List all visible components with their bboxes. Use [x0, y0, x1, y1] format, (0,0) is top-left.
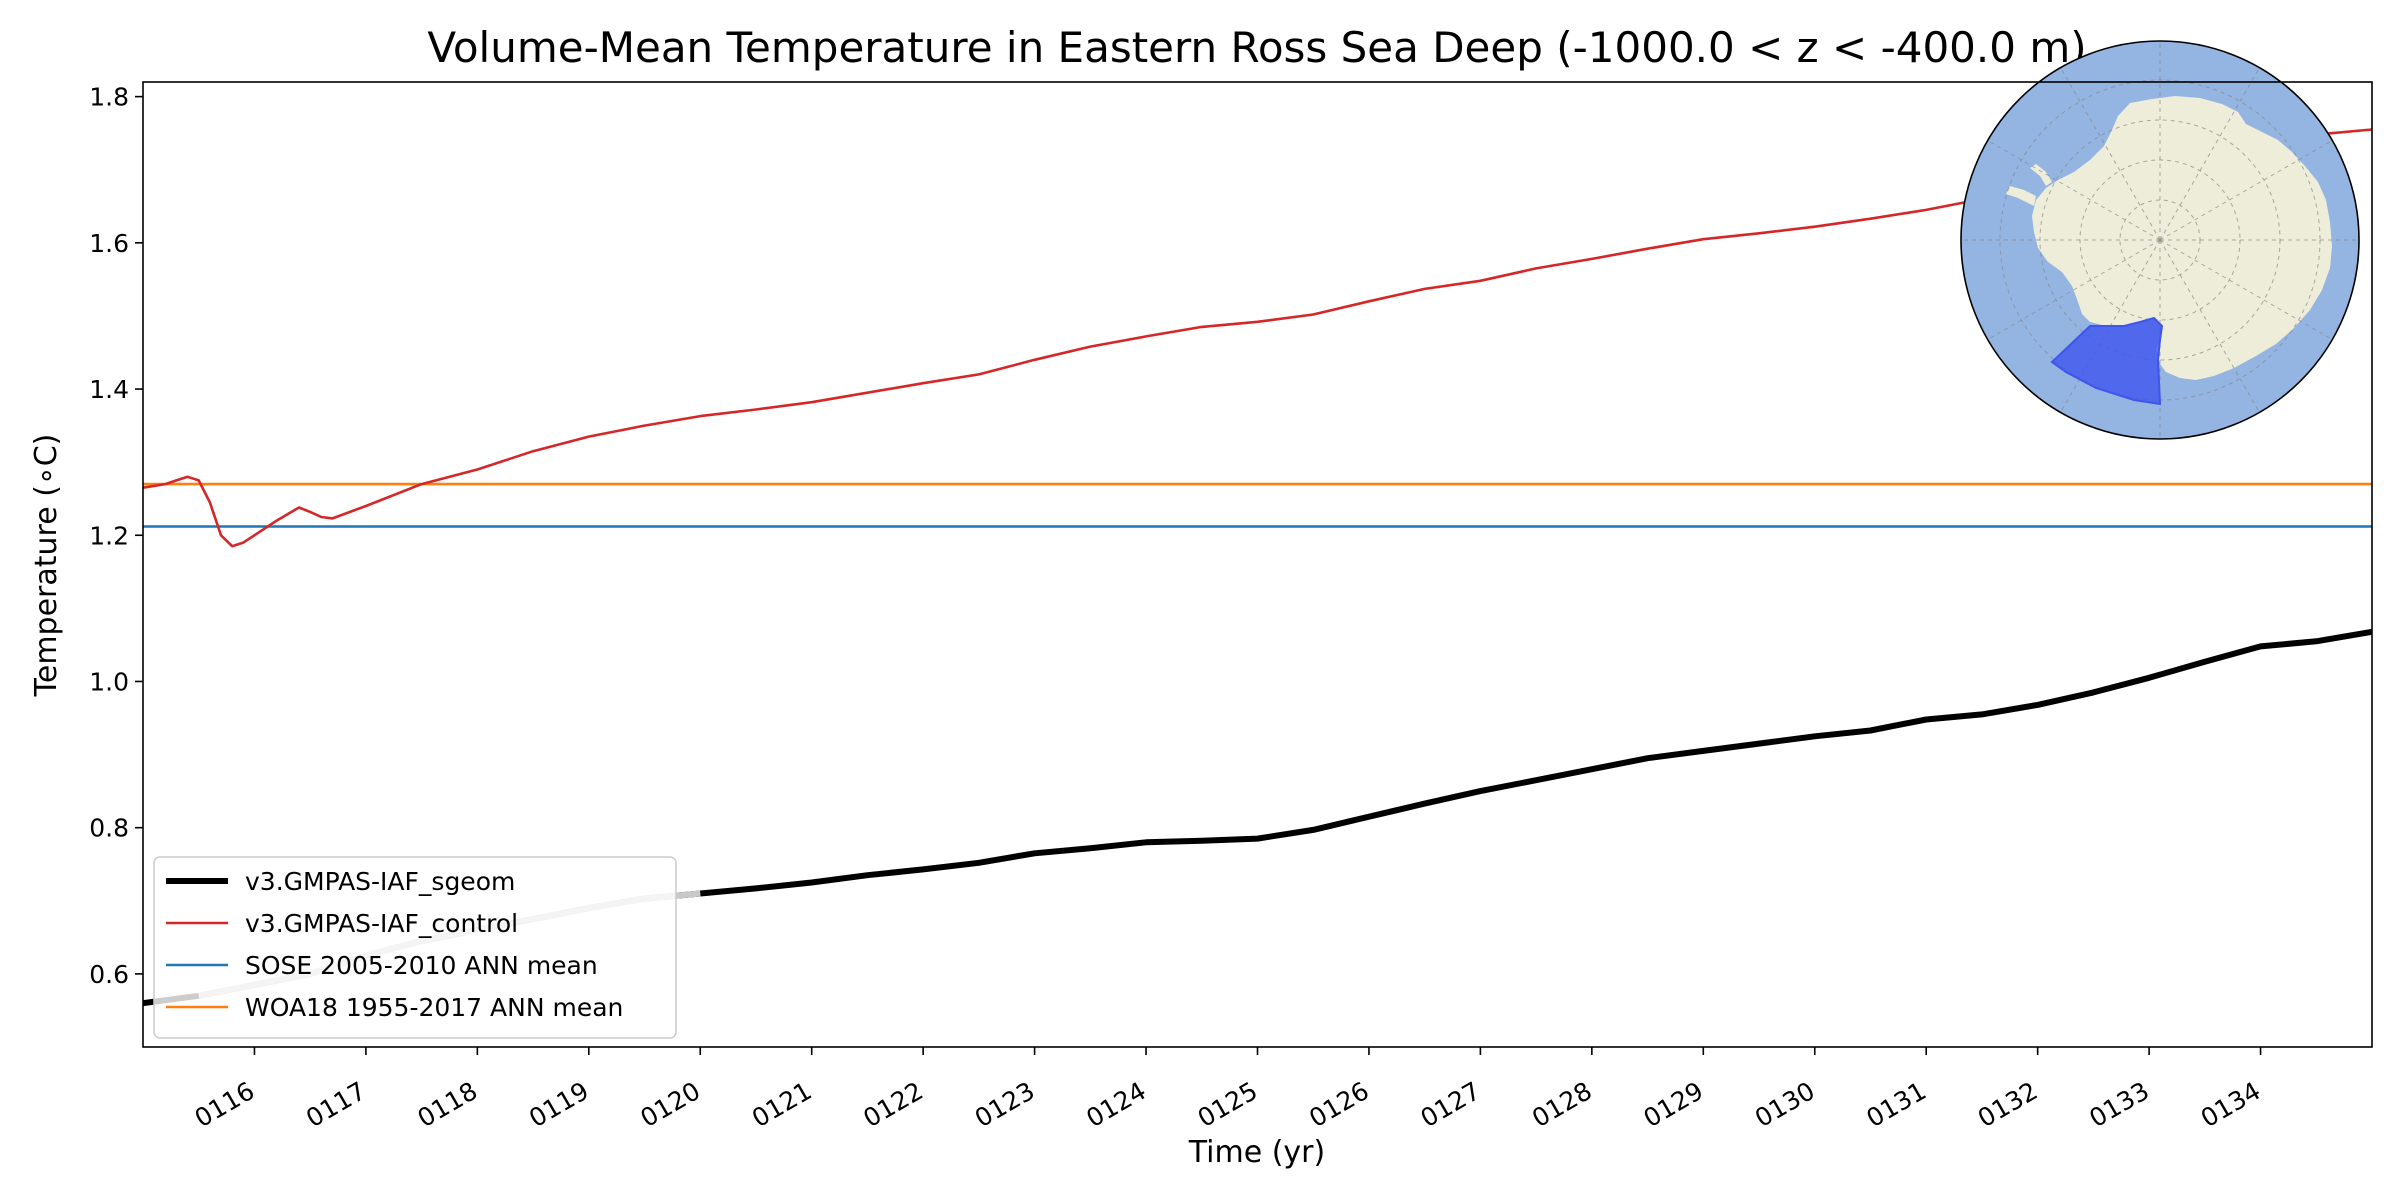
x-tick-label: 0121: [747, 1076, 817, 1133]
legend-entry-sose-2005-2010-ann-mean: SOSE 2005-2010 ANN mean: [166, 951, 598, 980]
x-tick-label: 0119: [524, 1076, 594, 1133]
x-tick-label: 0126: [1304, 1076, 1374, 1133]
legend-label: SOSE 2005-2010 ANN mean: [245, 951, 598, 980]
legend-label: v3.GMPAS-IAF_control: [245, 909, 518, 938]
y-tick-label: 1.2: [89, 521, 129, 550]
x-tick-label: 0130: [1750, 1076, 1820, 1133]
x-tick-label: 0116: [190, 1076, 260, 1133]
antarctica-landmass: [2032, 96, 2332, 380]
y-axis-label: Temperature (∘C): [29, 434, 64, 698]
map-graticule: [1961, 41, 2359, 439]
x-tick-label: 0128: [1527, 1076, 1597, 1133]
y-tick-label: 0.6: [89, 960, 129, 989]
x-tick-label: 0122: [858, 1076, 928, 1133]
x-axis-label: Time (yr): [1188, 1135, 1325, 1170]
legend-box: [153, 856, 677, 1039]
x-tick-label: 0124: [1081, 1076, 1151, 1133]
legend-entry-v3-gmpas-iaf-control: v3.GMPAS-IAF_control: [166, 909, 518, 938]
legend-label: WOA18 1955-2017 ANN mean: [245, 993, 623, 1022]
y-axis-ticks: 0.6 0.8 1.0 1.2 1.4 1.6 1.8: [89, 83, 143, 989]
x-tick-label: 0129: [1639, 1076, 1709, 1133]
y-tick-label: 1.0: [89, 667, 129, 696]
legend-entry-v3-gmpas-iaf-sgeom: v3.GMPAS-IAF_sgeom: [166, 867, 515, 896]
antarctic-peninsula: [2006, 164, 2052, 206]
x-tick-label: 0120: [636, 1076, 706, 1133]
y-tick-label: 1.6: [89, 229, 129, 258]
x-tick-label: 0117: [301, 1076, 371, 1133]
x-tick-label: 0125: [1193, 1076, 1263, 1133]
legend-entry-woa18-1955-2017-ann-mean: WOA18 1955-2017 ANN mean: [166, 993, 623, 1022]
chart-title: Volume-Mean Temperature in Eastern Ross …: [427, 23, 2086, 72]
y-tick-label: 1.8: [89, 83, 129, 112]
eastern-ross-sea-region: [2050, 316, 2164, 406]
x-tick-label: 0123: [970, 1076, 1040, 1133]
x-tick-label: 0132: [1973, 1076, 2043, 1133]
legend: v3.GMPAS-IAF_sgeom v3.GMPAS-IAF_control SO…: [153, 856, 677, 1039]
x-axis-ticks: 0116 0117 0118 0119 0120 0121 0122 0123 0124 0125…: [190, 1047, 2266, 1133]
series-line-v3-gmpas-iaf-control: [143, 128, 2372, 548]
x-tick-label: 0131: [1861, 1076, 1931, 1133]
x-tick-label: 0133: [2084, 1076, 2154, 1133]
map-border: [1960, 40, 2360, 440]
legend-label: v3.GMPAS-IAF_sgeom: [245, 867, 515, 896]
y-tick-label: 1.4: [89, 375, 129, 404]
x-tick-label: 0118: [413, 1076, 483, 1133]
antarctica-inset-map: [1960, 40, 2360, 440]
y-tick-label: 0.8: [89, 814, 129, 843]
x-tick-label: 0134: [2196, 1076, 2266, 1133]
x-tick-label: 0127: [1416, 1076, 1486, 1133]
